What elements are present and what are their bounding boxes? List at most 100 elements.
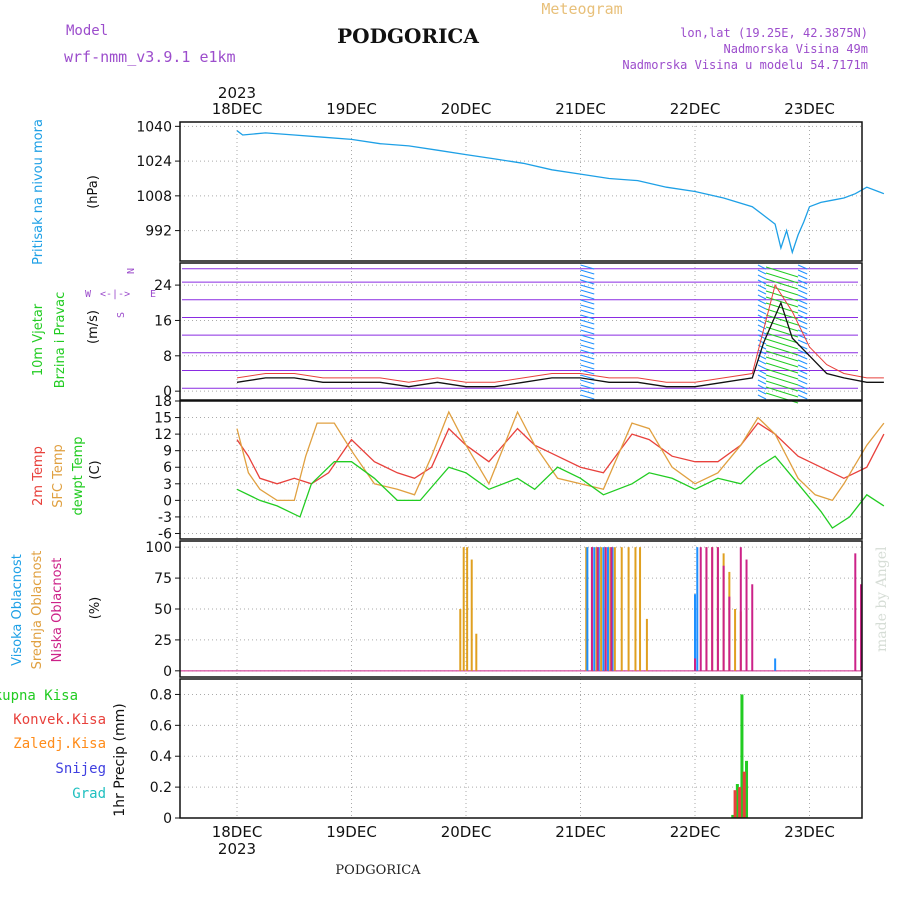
wind-barb-storm — [765, 326, 799, 338]
precip-total-label: Ukupna Kisa — [0, 688, 78, 704]
pressure-label: Pritisak na nivou mora — [31, 119, 46, 265]
ytick-label: 1008 — [136, 189, 172, 205]
wind-barb-alt — [757, 319, 767, 325]
cloud-bar — [716, 547, 719, 671]
panel-border — [179, 121, 863, 262]
svg-text:<-|->: <-|-> — [100, 289, 130, 300]
wind-barb-alt — [797, 364, 808, 370]
panel-wind: 0 8 16 24 — [154, 262, 884, 404]
wind-barb-storm — [765, 362, 799, 374]
ytick-label: 16 — [154, 313, 172, 329]
wind-barb-storm — [765, 380, 799, 392]
ytick-label: 75 — [154, 571, 172, 587]
wind-barb-storm — [765, 284, 799, 296]
ytick-label: 992 — [145, 224, 172, 240]
wind-barb-alt — [580, 354, 595, 360]
cloud-high-label: Visoka Oblacnost — [10, 554, 25, 666]
ytick-label: 100 — [145, 540, 172, 556]
wind-barb-storm — [765, 374, 799, 386]
cloud-bar — [634, 547, 637, 671]
wind-barb-alt — [797, 279, 808, 285]
wind-barb-alt — [757, 364, 767, 370]
wind-barb-alt — [580, 269, 595, 275]
top-date-21DEC: 21DEC — [555, 100, 606, 118]
wind-barb-alt — [757, 284, 767, 290]
wind-barb-alt — [797, 389, 808, 395]
precip-bar — [745, 760, 749, 818]
wind-barb-alt — [797, 394, 808, 400]
wind-barb-alt — [757, 274, 767, 280]
wind-barb-alt — [757, 389, 767, 395]
coords-label: lon,lat (19.25E, 42.3875N) — [680, 26, 868, 40]
cloud-unit: (%) — [88, 597, 103, 620]
wind-barb-alt — [757, 279, 767, 285]
panel-border — [179, 678, 863, 819]
wind-label-2: Brzina i Pravac — [53, 292, 68, 389]
wind-barb-alt — [757, 369, 767, 375]
precip-bar — [742, 771, 746, 818]
cloud-mid-label: Srednja Oblacnost — [30, 551, 45, 670]
wind-barb-alt — [797, 299, 808, 305]
ytick-label: 24 — [154, 278, 172, 294]
page-title: PODGORICA — [337, 24, 479, 48]
wind-barb-alt — [757, 309, 767, 315]
ytick-label: 3 — [163, 477, 172, 493]
ytick-label: 9 — [163, 444, 172, 460]
cloud-bar — [475, 633, 478, 671]
wind-barb-alt — [580, 299, 595, 305]
cloud-bar — [627, 547, 630, 671]
wind-barb-alt — [580, 289, 595, 295]
precip-snow-label: Snijeg — [55, 761, 106, 777]
compass-icon: W <-|-> E N S — [85, 268, 156, 318]
model-label: Model — [66, 23, 108, 39]
cloud-bar — [602, 547, 605, 671]
wind-unit: (m/s) — [86, 310, 101, 344]
wind-barb-alt — [797, 304, 808, 310]
top-date-labels: 18DEC 19DEC 20DEC 21DEC 22DEC 23DEC — [212, 100, 835, 118]
wind-barb-alt — [757, 299, 767, 305]
precip-unit: 1hr Precip (mm) — [112, 703, 128, 816]
wind-barb-alt — [797, 374, 808, 380]
cloud-bar — [613, 547, 616, 671]
wind-barb-alt — [797, 314, 808, 320]
wind-barb-alt — [797, 354, 808, 360]
footer-station: PODGORICA — [335, 863, 421, 878]
cloud-bar — [699, 547, 702, 671]
wind-barb-storm — [765, 368, 799, 380]
wind-barb-alt — [580, 314, 595, 320]
precip-grad-label: Grad — [72, 786, 106, 802]
precip-frz-label: Zaledj.Kisa — [13, 736, 106, 752]
wind-barb-alt — [797, 359, 808, 365]
wind-barb-alt — [580, 374, 595, 380]
svg-text:S: S — [116, 312, 127, 318]
temp-unit: (C) — [88, 460, 103, 479]
wind-barb-alt — [757, 289, 767, 295]
top-date-18DEC: 18DEC — [212, 100, 263, 118]
svg-text:W: W — [85, 289, 92, 300]
ytick-label: 0.8 — [150, 687, 172, 703]
temp2m-label: 2m Temp — [31, 446, 46, 506]
panel-border — [179, 540, 863, 678]
wind-barb-alt — [797, 274, 808, 280]
cloud-bar — [597, 547, 600, 671]
cloud-bar — [620, 547, 623, 671]
wind-barb-alt — [580, 334, 595, 340]
panels: 992100810241040081624-6-3036912151802550… — [136, 119, 885, 827]
wind-barb-alt — [757, 349, 767, 355]
wind-barb-storm — [765, 338, 799, 350]
bottom-date-23DEC: 23DEC — [784, 823, 835, 841]
wind-barb-alt — [797, 319, 808, 325]
model-elevation-label: Nadmorska Visina u modelu 54.7171m — [622, 58, 868, 72]
wind-barb-alt — [797, 384, 808, 390]
ytick-label: 0 — [163, 384, 172, 400]
cloud-bar — [774, 658, 777, 671]
wind-barb-storm — [765, 344, 799, 356]
ytick-label: 1040 — [136, 119, 172, 135]
wind-barb-alt — [757, 394, 767, 400]
wind-barb-alt — [580, 309, 595, 315]
cloud-bar — [722, 565, 725, 671]
wind-barb-alt — [797, 309, 808, 315]
bottom-date-20DEC: 20DEC — [441, 823, 492, 841]
cloud-bar — [462, 547, 465, 671]
